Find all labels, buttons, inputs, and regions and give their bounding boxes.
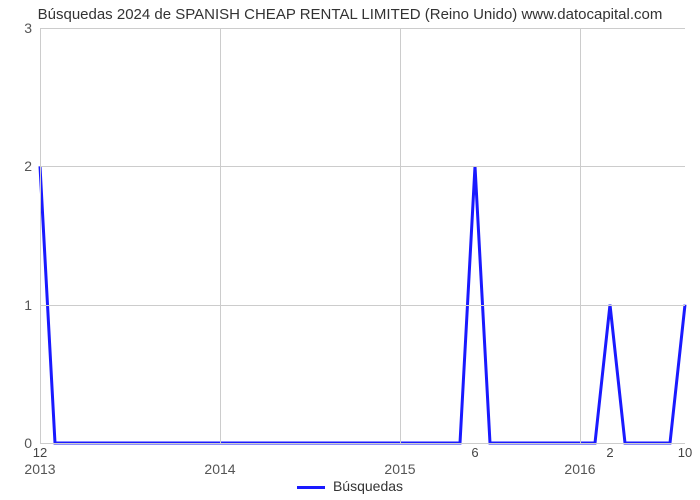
grid-line-h (40, 166, 685, 167)
x-value-label: 12 (33, 443, 47, 460)
y-tick-label: 3 (24, 20, 40, 36)
legend-swatch (297, 486, 325, 489)
line-series (40, 28, 685, 443)
grid-line-h (40, 305, 685, 306)
x-year-label: 2015 (384, 443, 415, 477)
grid-line-v (400, 28, 401, 443)
grid-line-v (40, 28, 41, 443)
chart-title: Búsquedas 2024 de SPANISH CHEAP RENTAL L… (0, 6, 700, 23)
grid-line-h (40, 28, 685, 29)
x-year-label: 2016 (564, 443, 595, 477)
legend-label: Búsquedas (333, 478, 403, 494)
x-value-label: 2 (606, 443, 613, 460)
x-value-label: 10 (678, 443, 692, 460)
x-value-label: 6 (471, 443, 478, 460)
chart-container: Búsquedas 2024 de SPANISH CHEAP RENTAL L… (0, 0, 700, 500)
y-tick-label: 2 (24, 158, 40, 174)
plot-area: 01232013201420152016126210 (40, 28, 685, 443)
x-year-label: 2014 (204, 443, 235, 477)
grid-line-v (580, 28, 581, 443)
grid-line-v (220, 28, 221, 443)
y-tick-label: 1 (24, 297, 40, 313)
legend: Búsquedas (0, 478, 700, 494)
